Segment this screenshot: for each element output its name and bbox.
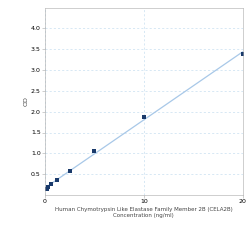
- Point: [142, 115, 146, 119]
- Point: [92, 149, 96, 153]
- Point: [44, 187, 48, 191]
- Y-axis label: OD: OD: [23, 96, 28, 106]
- Point: [49, 182, 53, 186]
- Point: [55, 178, 59, 182]
- Point: [46, 185, 50, 189]
- Point: [68, 169, 72, 173]
- X-axis label: Human Chymotrypsin Like Elastase Family Member 2B (CELA2B)
Concentration (ng/ml): Human Chymotrypsin Like Elastase Family …: [55, 207, 233, 218]
- Point: [240, 52, 244, 56]
